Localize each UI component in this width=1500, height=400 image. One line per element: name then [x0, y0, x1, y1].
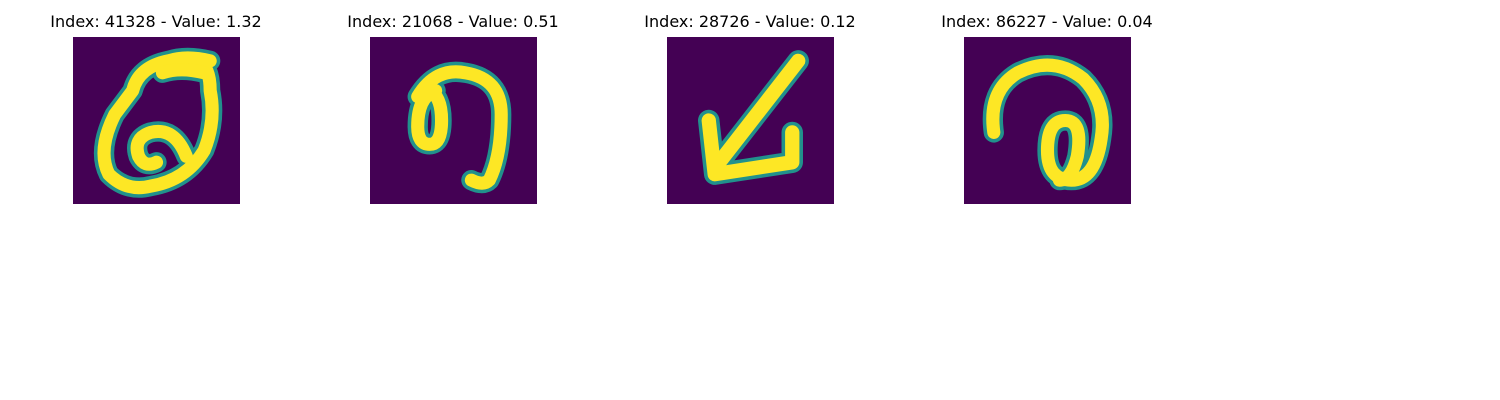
panel-title: Index: 86227 - Value: 0.04	[941, 12, 1153, 31]
image-panel-1: Index: 41328 - Value: 1.32	[26, 0, 286, 210]
image-panel-3: Index: 28726 - Value: 0.12	[620, 0, 880, 210]
image-panel-4: Index: 86227 - Value: 0.04	[917, 0, 1177, 210]
panel-title: Index: 28726 - Value: 0.12	[644, 12, 856, 31]
panel-title: Index: 41328 - Value: 1.32	[50, 12, 262, 31]
digit-image-3	[667, 37, 834, 204]
digit-image-2	[370, 37, 537, 204]
digit-image-4	[964, 37, 1131, 204]
digit-image-1	[73, 37, 240, 204]
image-panel-2: Index: 21068 - Value: 0.51	[323, 0, 583, 210]
panel-title: Index: 21068 - Value: 0.51	[347, 12, 559, 31]
